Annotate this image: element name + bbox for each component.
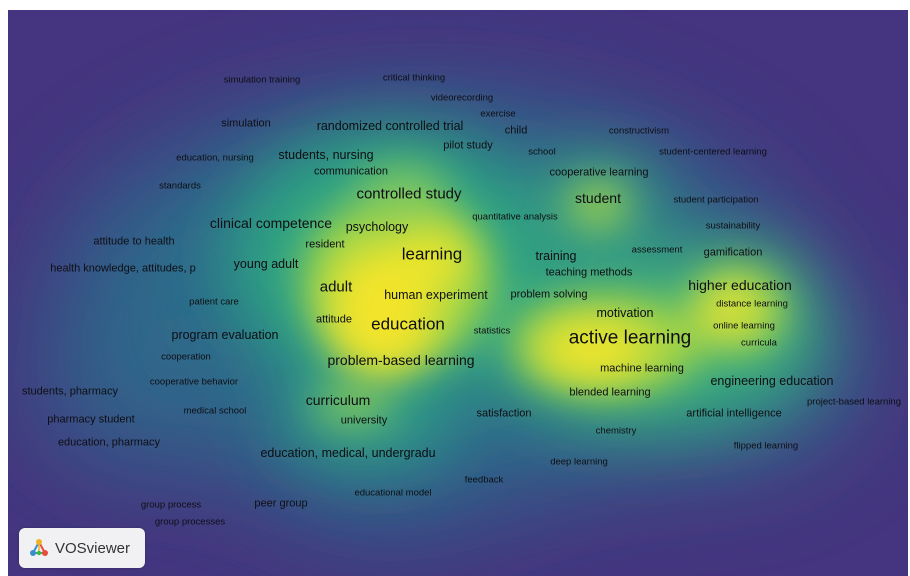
keyword-exercise[interactable]: exercise [480, 108, 516, 120]
keyword-project-based-learning[interactable]: project-based learning [806, 396, 902, 408]
keyword-educational-model[interactable]: educational model [354, 487, 432, 499]
keyword-motivation[interactable]: motivation [596, 305, 654, 320]
keyword-online-learning[interactable]: online learning [713, 320, 775, 332]
keyword-curricula[interactable]: curricula [741, 337, 777, 349]
keyword-feedback[interactable]: feedback [464, 474, 504, 486]
keyword-pharmacy-student[interactable]: pharmacy student [47, 413, 135, 426]
keyword-group-process[interactable]: group process [140, 499, 202, 511]
keyword-cooperative-behavior[interactable]: cooperative behavior [149, 376, 239, 388]
keyword-chemistry[interactable]: chemistry [595, 425, 637, 437]
keyword-pilot-study[interactable]: pilot study [443, 139, 493, 152]
density-heatmap [8, 10, 908, 576]
keyword-artificial-intelligence[interactable]: artificial intelligence [686, 407, 782, 420]
keyword-attitude-to-health[interactable]: attitude to health [93, 235, 175, 248]
keyword-health-knowledge[interactable]: health knowledge, attitudes, p [50, 262, 196, 275]
keyword-problem-solving[interactable]: problem solving [510, 288, 588, 301]
vosviewer-logo: VOSviewer [19, 528, 145, 568]
keyword-university[interactable]: university [340, 414, 388, 427]
keyword-students-nursing[interactable]: students, nursing [278, 147, 374, 162]
keyword-student-participation[interactable]: student participation [673, 194, 759, 206]
keyword-program-evaluation[interactable]: program evaluation [171, 327, 279, 342]
keyword-quantitative-analysis[interactable]: quantitative analysis [472, 211, 558, 223]
keyword-active-learning[interactable]: active learning [568, 327, 692, 349]
keyword-deep-learning[interactable]: deep learning [550, 456, 608, 468]
keyword-school[interactable]: school [528, 146, 556, 158]
keyword-clinical-competence[interactable]: clinical competence [209, 215, 333, 231]
keyword-training[interactable]: training [535, 248, 577, 263]
keyword-students-pharmacy[interactable]: students, pharmacy [22, 385, 118, 398]
keyword-student[interactable]: student [575, 190, 621, 206]
keyword-psychology[interactable]: psychology [345, 219, 409, 234]
keyword-child[interactable]: child [504, 124, 528, 137]
keyword-randomized-controlled-trial[interactable]: randomized controlled trial [316, 118, 464, 133]
keyword-attitude[interactable]: attitude [315, 313, 353, 326]
keyword-distance-learning[interactable]: distance learning [716, 298, 788, 310]
keyword-higher-education[interactable]: higher education [688, 277, 792, 293]
keyword-education-pharmacy[interactable]: education, pharmacy [57, 436, 161, 449]
keyword-education-nursing[interactable]: education, nursing [176, 152, 254, 164]
keyword-patient-care[interactable]: patient care [189, 296, 239, 308]
keyword-simulation-training[interactable]: simulation training [223, 74, 301, 86]
keyword-young-adult[interactable]: young adult [233, 256, 299, 271]
keyword-group-processes[interactable]: group processes [154, 516, 226, 528]
keyword-learning[interactable]: learning [401, 244, 463, 264]
keyword-teaching-methods[interactable]: teaching methods [545, 266, 633, 279]
keyword-resident[interactable]: resident [305, 238, 345, 251]
keyword-education[interactable]: education [371, 314, 445, 334]
keyword-constructivism[interactable]: constructivism [608, 125, 670, 137]
keyword-peer-group[interactable]: peer group [254, 497, 308, 510]
keyword-education-medical-undergraduate[interactable]: education, medical, undergradu [260, 445, 436, 460]
keyword-cooperative-learning[interactable]: cooperative learning [549, 166, 649, 179]
keyword-standards[interactable]: standards [159, 180, 201, 192]
keyword-problem-based-learning[interactable]: problem-based learning [327, 352, 475, 368]
keyword-gamification[interactable]: gamification [703, 246, 763, 259]
vosviewer-logo-text: VOSviewer [55, 539, 131, 557]
keyword-engineering-education[interactable]: engineering education [710, 373, 834, 388]
keyword-satisfaction[interactable]: satisfaction [476, 407, 532, 420]
keyword-cooperation[interactable]: cooperation [161, 351, 211, 363]
keyword-blended-learning[interactable]: blended learning [569, 386, 651, 399]
keyword-machine-learning[interactable]: machine learning [600, 362, 684, 375]
keyword-critical-thinking[interactable]: critical thinking [382, 72, 446, 84]
keyword-simulation[interactable]: simulation [221, 117, 271, 130]
keyword-communication[interactable]: communication [314, 165, 388, 178]
vosviewer-logo-icon [30, 539, 48, 556]
keyword-controlled-study[interactable]: controlled study [356, 185, 462, 203]
keyword-flipped-learning[interactable]: flipped learning [733, 440, 799, 452]
keyword-curriculum[interactable]: curriculum [305, 392, 371, 408]
keyword-adult[interactable]: adult [319, 278, 353, 296]
keyword-statistics[interactable]: statistics [473, 325, 511, 337]
keyword-assessment[interactable]: assessment [631, 244, 683, 256]
keyword-medical-school[interactable]: medical school [183, 405, 247, 417]
density-map[interactable]: simulation training critical thinking vi… [8, 10, 908, 576]
keyword-student-centered-learning[interactable]: student-centered learning [659, 146, 767, 158]
keyword-human-experiment[interactable]: human experiment [384, 287, 488, 302]
keyword-videorecording[interactable]: videorecording [430, 92, 494, 104]
keyword-sustainability[interactable]: sustainability [705, 220, 761, 232]
